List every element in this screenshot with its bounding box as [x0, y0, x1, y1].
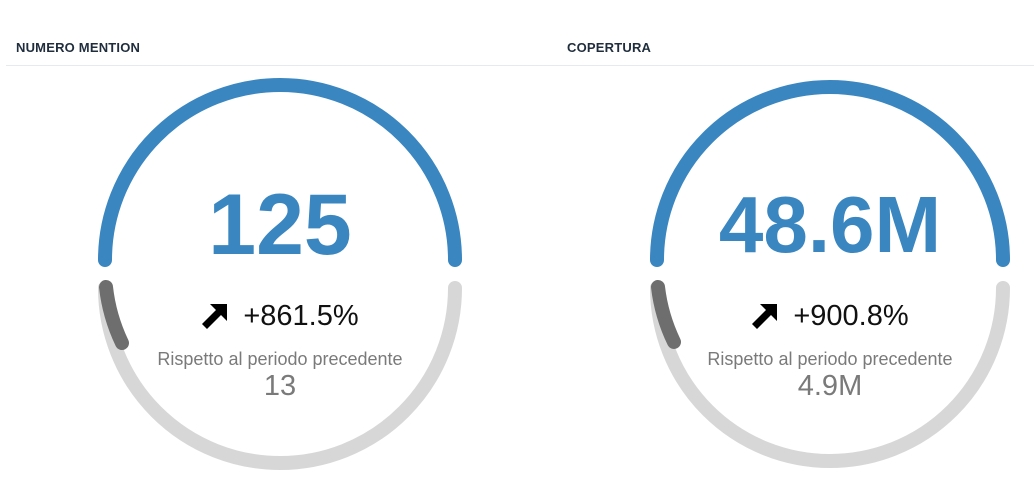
header-divider [6, 65, 552, 66]
previous-period-arc [99, 280, 129, 350]
current-period-arc [650, 80, 1010, 267]
metric-value: 48.6M [718, 180, 942, 269]
header-divider [552, 65, 1034, 66]
metric-value: 125 [208, 177, 352, 273]
delta-percentage: +861.5% [243, 299, 359, 332]
previous-value: 13 [263, 370, 297, 402]
previous-value: 4.9M [797, 370, 863, 402]
arrow-up-right-icon [752, 304, 778, 329]
mention-count-card: NUMERO MENTION 125 +861.5% Rispetto al p… [6, 40, 552, 470]
gauge-ring [650, 80, 1010, 468]
current-period-arc [98, 78, 462, 267]
delta-row: +861.5% [130, 298, 430, 334]
gauge-track-arc [650, 281, 1010, 468]
previous-period-arc [651, 280, 681, 349]
card-title: COPERTURA [567, 40, 652, 55]
compare-label: Rispetto al periodo precedente [707, 349, 953, 369]
card-title: NUMERO MENTION [16, 40, 141, 55]
delta-percentage: +900.8% [793, 299, 909, 332]
coverage-card: COPERTURA 48.6M +900.8% Rispetto al peri… [552, 0, 1034, 496]
delta-row: +900.8% [670, 298, 990, 334]
compare-label: Rispetto al periodo precedente [157, 349, 403, 369]
gauge-track-arc [98, 281, 462, 470]
gauge-ring [98, 78, 462, 470]
arrow-up-right-icon [202, 304, 228, 329]
